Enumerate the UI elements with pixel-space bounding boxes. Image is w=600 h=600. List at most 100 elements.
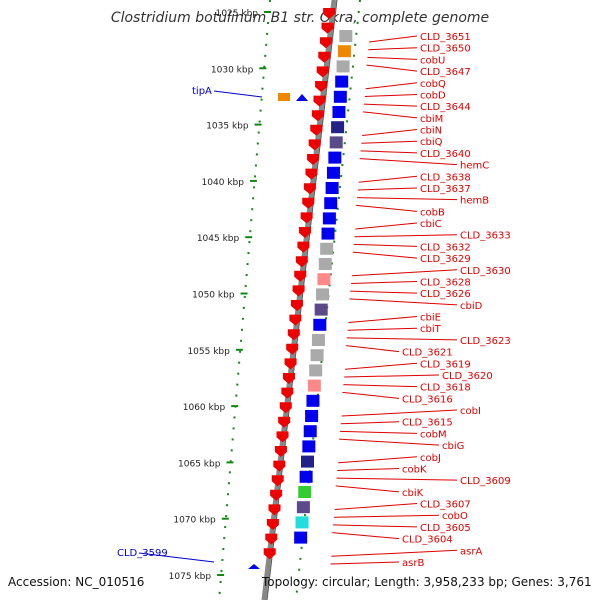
scale-label: 1035 kbp — [206, 122, 249, 132]
gene-leader-line — [344, 374, 440, 378]
gene-leader-line — [352, 251, 418, 259]
feature-block — [302, 440, 316, 453]
cds-arrow — [295, 256, 308, 268]
gene-label: cbiQ — [420, 137, 443, 148]
cds-arrow — [265, 533, 278, 545]
cds-arrow — [273, 460, 286, 472]
gene-leader-line — [364, 93, 418, 97]
gene-label: CLD_3632 — [420, 242, 471, 253]
gene-label: CLD_3621 — [402, 348, 453, 359]
map-title: Clostridium botulinum B1 str. Okra, comp… — [110, 10, 490, 26]
tick-guide-right — [295, 0, 361, 600]
feature-block — [311, 334, 325, 346]
gene-leader-line — [330, 561, 400, 565]
gene-label: CLD_3633 — [460, 231, 511, 242]
gene-label: CLD_3620 — [442, 371, 493, 382]
cds-arrow — [300, 212, 313, 224]
cds-arrow — [282, 373, 295, 384]
gene-label: cobJ — [420, 453, 441, 464]
cds-arrow — [284, 358, 297, 370]
gene-leader-line — [360, 150, 418, 154]
feature-block — [299, 470, 313, 483]
gene-leader-line — [363, 103, 418, 107]
gene-leader-line — [345, 362, 418, 370]
feature-block — [329, 136, 343, 149]
cds-arrow — [313, 95, 326, 107]
gene-leader-line — [342, 391, 400, 399]
scale-label: 1040 kbp — [202, 178, 245, 188]
feature-block — [318, 258, 332, 270]
feature-block — [320, 242, 334, 255]
feature-block — [339, 30, 353, 42]
gene-leader-line — [348, 316, 418, 324]
gene-leader-line — [369, 35, 418, 43]
gene-label: CLD_3640 — [420, 149, 471, 160]
gene-leader-line — [361, 140, 418, 144]
gene-label: cobD — [420, 90, 446, 101]
feature-block — [294, 531, 308, 544]
scale-label: 1060 kbp — [183, 403, 226, 413]
gene-leader-line — [359, 158, 458, 166]
feature-block — [322, 212, 336, 225]
gene-leader-line — [351, 269, 458, 277]
gene-label: CLD_3630 — [460, 266, 511, 277]
highlight-gene-label: tipA — [192, 86, 212, 97]
gene-label: CLD_3628 — [420, 277, 471, 288]
gene-leader-line — [341, 409, 458, 417]
gene-leader-line — [363, 111, 418, 119]
feature-block — [326, 166, 340, 179]
gene-leader-line — [333, 524, 418, 528]
cds-arrow — [268, 504, 281, 516]
gene-leader-line — [356, 204, 418, 212]
cds-arrow — [307, 154, 320, 165]
cds-arrow — [311, 110, 324, 122]
highlight-leader-line — [213, 90, 263, 98]
gene-leader-line — [338, 456, 418, 464]
feature-block — [314, 303, 328, 316]
gene-label: hemC — [460, 161, 489, 172]
cds-arrow — [271, 475, 284, 487]
tick-guide-left — [218, 0, 271, 600]
gene-label: CLD_3637 — [420, 184, 471, 195]
gene-leader-line — [331, 549, 458, 557]
feature-block — [321, 227, 335, 240]
tipA-feature — [278, 93, 290, 101]
gene-label: cbiT — [420, 324, 442, 335]
gene-label: cobM — [420, 429, 447, 440]
gene-label: cbiC — [420, 219, 442, 230]
cds-arrow — [310, 124, 323, 136]
cds-arrow — [319, 37, 332, 49]
cds-arrow — [279, 402, 292, 414]
gene-label: CLD_3607 — [420, 500, 471, 511]
gene-label: CLD_3616 — [402, 394, 453, 405]
topology-label: Topology: circular; Length: 3,958,233 bp… — [262, 575, 592, 589]
gene-leader-line — [333, 514, 440, 518]
gene-label: CLD_3619 — [420, 359, 471, 370]
cds-arrow — [289, 314, 302, 326]
gene-label: CLD_3626 — [420, 289, 471, 300]
gene-leader-line — [332, 532, 400, 540]
gene-leader-line — [340, 421, 400, 425]
gene-leader-line — [351, 280, 418, 284]
cds-arrow — [303, 183, 316, 195]
cds-arrow — [292, 285, 305, 297]
cds-arrow — [315, 81, 328, 92]
cds-arrow — [287, 329, 300, 341]
cds-arrow — [308, 139, 321, 151]
gene-leader-line — [334, 503, 418, 511]
cds-arrow — [316, 66, 329, 78]
scale-label: 1045 kbp — [197, 234, 240, 244]
cld3599-marker — [248, 564, 260, 569]
gene-label: hemB — [460, 196, 489, 207]
cds-arrow — [263, 548, 276, 560]
feature-block — [316, 288, 330, 301]
gene-leader-line — [354, 234, 458, 238]
gene-leader-line — [337, 467, 400, 471]
cds-arrow — [291, 300, 303, 311]
gene-leader-line — [343, 384, 418, 388]
gene-label: CLD_3647 — [420, 67, 471, 78]
feature-block — [333, 90, 347, 103]
gene-label: CLD_3604 — [402, 535, 453, 546]
gene-label: cobU — [420, 55, 445, 66]
highlight-leader-line — [138, 552, 215, 563]
